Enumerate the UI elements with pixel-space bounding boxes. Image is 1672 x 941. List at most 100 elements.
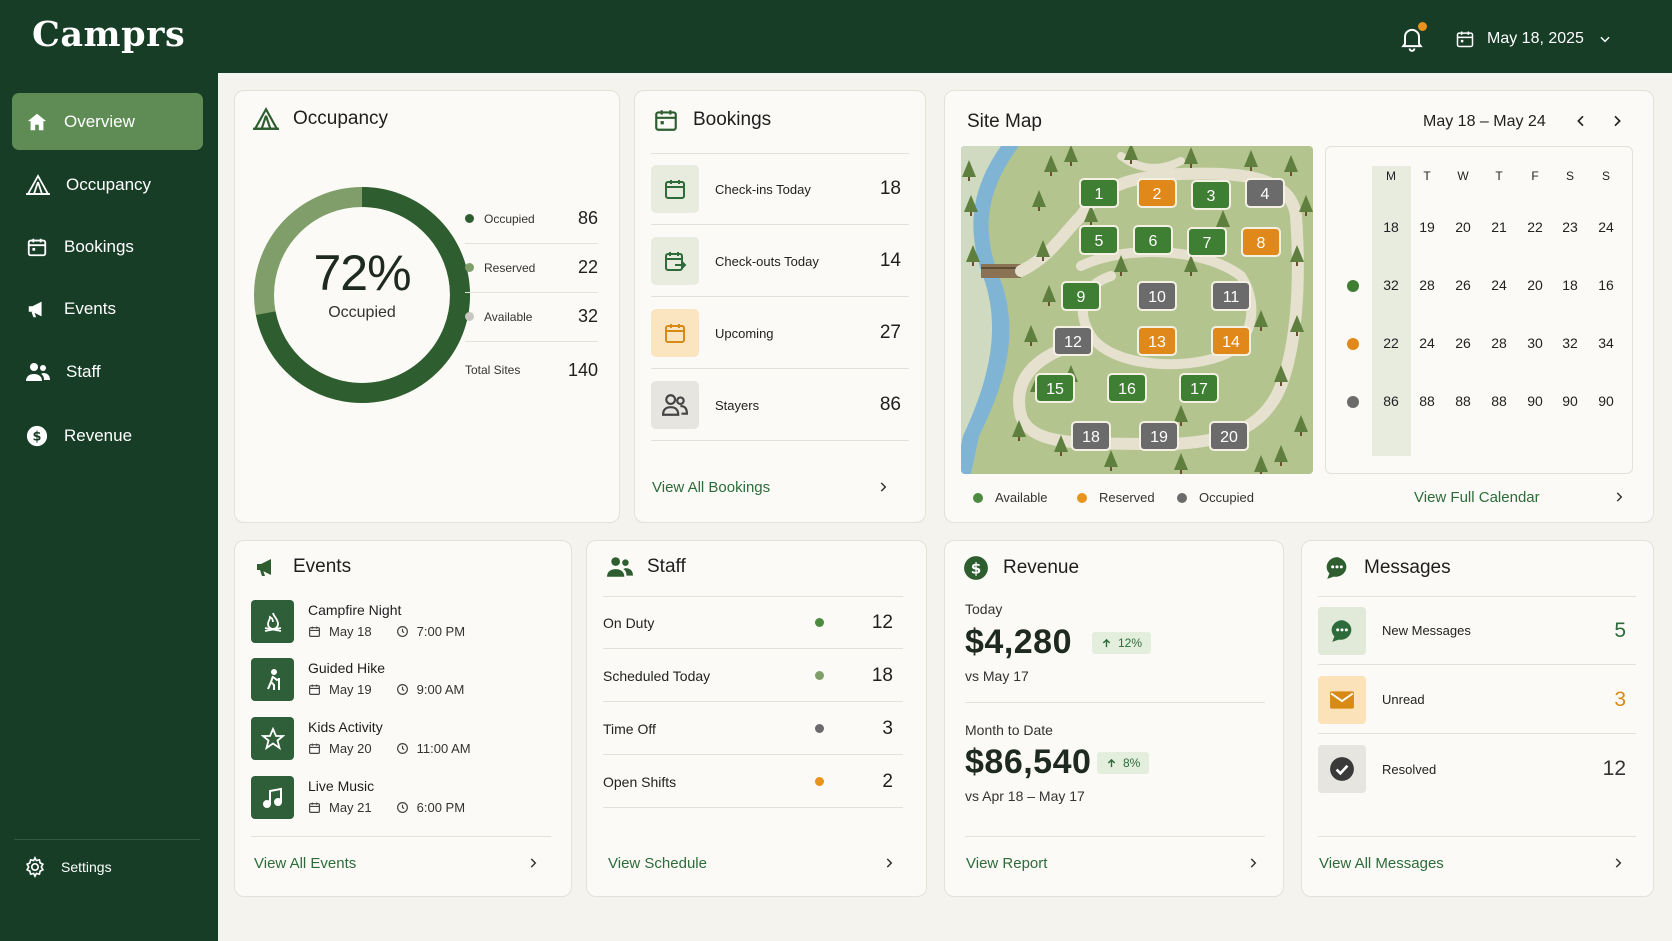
view-schedule-link[interactable]: View Schedule	[608, 855, 898, 872]
calendar-count: 20	[1527, 277, 1543, 293]
legend-dot	[1177, 492, 1187, 503]
legend-label: Available	[995, 490, 1048, 505]
fire-icon	[264, 612, 281, 632]
legend-available: Available 32	[465, 292, 598, 342]
tree-icon	[1216, 210, 1230, 227]
campsite-18[interactable]: 18	[1071, 421, 1111, 451]
card-title: Messages	[1364, 557, 1451, 578]
change-value: 12%	[1118, 636, 1143, 650]
event-date: May 19	[329, 682, 372, 697]
campsite-9[interactable]: 9	[1061, 281, 1101, 311]
mtd-label: Month to Date	[965, 722, 1053, 738]
link-label: View All Bookings	[652, 479, 771, 496]
campsite-number: 4	[1261, 186, 1270, 203]
view-all-messages-link[interactable]: View All Messages	[1319, 855, 1629, 872]
campsite-13[interactable]: 13	[1137, 326, 1177, 356]
link-label: View Full Calendar	[1414, 489, 1540, 506]
card-title: Bookings	[693, 109, 772, 130]
campsite-4[interactable]: 4	[1245, 178, 1285, 208]
messages-row-new[interactable]: New Messages 5	[1318, 597, 1636, 665]
event-item[interactable]: Live Music May 21 6:00 PM	[251, 776, 465, 834]
trees	[962, 146, 1313, 474]
bookings-row-icon-bg	[651, 165, 699, 213]
bookings-row-checkins[interactable]: Check-ins Today 18	[651, 154, 909, 225]
event-name: Live Music	[308, 778, 375, 794]
messages-row-unread[interactable]: Unread 3	[1318, 666, 1636, 734]
tree-icon	[1084, 205, 1098, 222]
bookings-row-checkouts[interactable]: Check-outs Today 14	[651, 226, 909, 297]
calendar-count: 90	[1598, 393, 1614, 409]
card-header: Occupancy	[253, 107, 388, 131]
tree-icon	[1174, 405, 1188, 422]
campsite-14[interactable]: 14	[1211, 326, 1251, 356]
campsite-10[interactable]: 10	[1137, 281, 1177, 311]
weekday-header: F	[1531, 169, 1539, 183]
sidebar-item-revenue[interactable]: $ Revenue	[12, 407, 203, 464]
view-all-events-link[interactable]: View All Events	[254, 855, 544, 872]
bookings-row-label: Check-ins Today	[715, 181, 811, 197]
campsite-7[interactable]: 7	[1187, 227, 1227, 257]
campsite-number: 12	[1064, 334, 1082, 351]
campsite-5[interactable]: 5	[1079, 225, 1119, 255]
staff-row-value: 12	[871, 611, 893, 633]
bell-icon[interactable]	[1398, 24, 1426, 52]
card-header: $ Revenue	[963, 555, 1079, 581]
campsite-20[interactable]: 20	[1209, 421, 1249, 451]
card-header: Messages	[1324, 555, 1451, 581]
calendar-icon	[665, 324, 685, 343]
campsite-3[interactable]: 3	[1191, 180, 1231, 210]
event-time: 6:00 PM	[416, 800, 466, 815]
bookings-row-upcoming[interactable]: Upcoming 27	[651, 298, 909, 369]
sidebar-item-bookings[interactable]: Bookings	[12, 218, 203, 275]
messages-row-icon-bg	[1318, 675, 1366, 724]
event-item[interactable]: Guided Hike May 19 9:00 AM	[251, 658, 464, 716]
star-icon	[260, 726, 285, 750]
sidebar-item-label: Bookings	[64, 236, 134, 256]
campsite-15[interactable]: 15	[1035, 373, 1075, 403]
settings-button[interactable]: Settings	[24, 856, 112, 878]
campsite-11[interactable]: 11	[1211, 281, 1251, 311]
weekday-header: S	[1601, 169, 1610, 183]
campsite-12[interactable]: 12	[1053, 326, 1093, 356]
calendar-count: 90	[1527, 393, 1543, 409]
view-full-calendar-link[interactable]: View Full Calendar	[1414, 489, 1634, 506]
legend-label: Occupied	[484, 211, 535, 226]
campsite-16[interactable]: 16	[1107, 373, 1147, 403]
sidebar-item-staff[interactable]: Staff	[12, 343, 203, 400]
sidebar: Overview Occupancy Bookings Events Staff…	[0, 73, 218, 941]
calendar-icon	[309, 684, 320, 695]
campsite-6[interactable]: 6	[1133, 225, 1173, 255]
settings-label: Settings	[61, 859, 112, 875]
mtd-change-badge: 8%	[1097, 752, 1150, 774]
campsite-2[interactable]: 2	[1137, 178, 1177, 208]
event-item[interactable]: Campfire Night May 18 7:00 PM	[251, 600, 465, 658]
sidebar-item-overview[interactable]: Overview	[12, 93, 203, 150]
chevron-left-icon[interactable]	[1573, 113, 1589, 129]
chevron-right-icon	[530, 858, 537, 868]
campsite-19[interactable]: 19	[1139, 421, 1179, 451]
calendar-count: 32	[1383, 277, 1399, 293]
check-icon	[1330, 757, 1354, 781]
campsite-17[interactable]: 17	[1179, 373, 1219, 403]
arrow-up-icon	[1102, 638, 1111, 647]
bookings-row-value: 14	[879, 250, 901, 271]
sidebar-item-label: Staff	[66, 361, 101, 381]
chevron-right-icon[interactable]	[1609, 113, 1625, 129]
tree-icon	[1012, 420, 1026, 437]
campsite-8[interactable]: 8	[1241, 227, 1281, 257]
campsite-number: 16	[1118, 381, 1136, 398]
messages-row-resolved[interactable]: Resolved 12	[1318, 735, 1636, 803]
event-item[interactable]: Kids Activity May 20 11:00 AM	[251, 717, 471, 775]
event-icon-bg	[251, 717, 294, 760]
sidebar-item-events[interactable]: Events	[12, 280, 203, 337]
sidebar-item-occupancy[interactable]: Occupancy	[12, 156, 203, 213]
bookings-row-stayers[interactable]: Stayers 86	[651, 370, 909, 441]
view-all-bookings-link[interactable]: View All Bookings	[652, 479, 892, 496]
event-time: 7:00 PM	[416, 624, 466, 639]
view-report-link[interactable]: View Report	[966, 855, 1262, 872]
campsite-1[interactable]: 1	[1079, 178, 1119, 208]
clock-icon	[396, 684, 408, 695]
calendar-icon	[309, 743, 320, 754]
date-picker[interactable]: May 18, 2025	[1455, 24, 1612, 54]
status-dot	[815, 724, 824, 733]
